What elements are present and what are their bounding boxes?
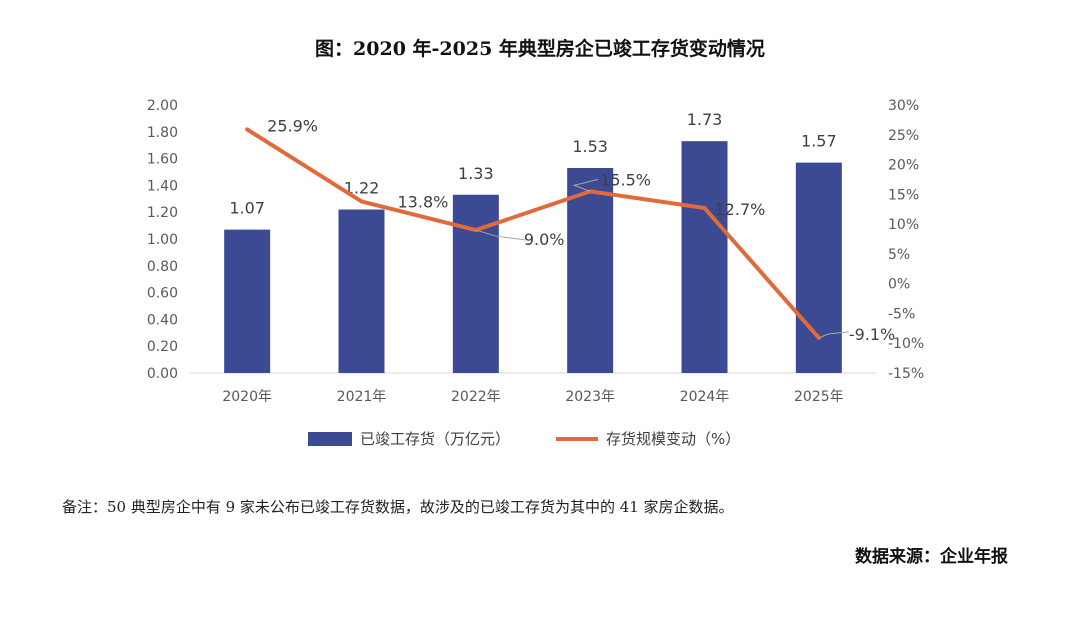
left-tick-label: 2.00	[147, 98, 178, 114]
right-tick-label: 10%	[888, 217, 919, 233]
bar-value-label: 1.57	[801, 132, 837, 151]
legend-line-label: 存货规模变动（%）	[606, 430, 740, 448]
bar-value-label: 1.53	[572, 137, 608, 156]
line-series: 25.9% 13.8% 9.0% 15.5% 12.7% -9.1%	[245, 116, 895, 344]
left-tick-label: 1.60	[147, 152, 178, 168]
label-leader	[818, 331, 849, 339]
bar-series: 1.07 1.22 1.33 1.53 1.73 1.57	[224, 110, 842, 373]
left-tick-label: 0.20	[147, 339, 178, 355]
right-tick-label: 25%	[888, 128, 919, 144]
label-leader	[475, 229, 526, 241]
bar	[338, 209, 385, 373]
x-tick-label: 2020年	[222, 389, 272, 405]
x-tick-label: 2024年	[680, 389, 730, 405]
line-point	[359, 199, 364, 204]
bar	[567, 167, 614, 373]
bar-value-label: 1.33	[458, 164, 494, 183]
right-tick-label: -15%	[888, 366, 924, 382]
line-point	[702, 206, 707, 211]
right-tick-label: 5%	[888, 247, 910, 263]
line-value-label: 25.9%	[267, 116, 318, 135]
left-tick-label: 0.40	[147, 312, 178, 328]
chart-title: 图：2020 年-2025 年典型房企已竣工存货变动情况	[315, 38, 765, 60]
right-tick-label: -10%	[888, 336, 924, 352]
left-tick-label: 1.40	[147, 178, 178, 194]
left-tick-label: 1.80	[147, 125, 178, 141]
x-tick-label: 2021年	[337, 389, 387, 405]
bar-value-label: 1.22	[344, 179, 380, 198]
line-value-label: 13.8%	[398, 192, 449, 211]
bar	[795, 162, 842, 373]
bar	[452, 194, 499, 373]
line-value-label: 12.7%	[715, 200, 766, 219]
line-value-label: 15.5%	[600, 170, 651, 189]
line-value-label: -9.1%	[849, 325, 895, 344]
left-tick-label: 0.80	[147, 259, 178, 275]
x-axis: 2020年 2021年 2022年 2023年 2024年 2025年	[190, 372, 876, 405]
x-tick-label: 2022年	[451, 389, 501, 405]
right-tick-label: -5%	[888, 306, 915, 322]
data-source: 数据来源：企业年报	[855, 547, 1008, 567]
left-tick-label: 0.00	[147, 366, 178, 382]
bar	[224, 229, 271, 373]
line-value-label: 9.0%	[524, 230, 565, 249]
right-tick-label: 0%	[888, 277, 910, 293]
legend-bar-swatch	[308, 432, 352, 446]
x-tick-label: 2025年	[794, 389, 844, 405]
legend-bar-label: 已竣工存货（万亿元）	[360, 430, 510, 448]
right-tick-label: 30%	[888, 98, 919, 114]
footnote: 备注：50 典型房企中有 9 家未公布已竣工存货数据，故涉及的已竣工存货为其中的…	[62, 498, 734, 516]
left-axis: 0.00 0.20 0.40 0.60 0.80 1.00 1.20 1.40 1.60 1.80…	[147, 98, 178, 382]
line-path	[246, 127, 821, 340]
bar-value-label: 1.07	[229, 199, 265, 218]
legend: 已竣工存货（万亿元） 存货规模变动（%）	[308, 430, 740, 448]
right-axis: -15% -10% -5% 0% 5% 10% 15% 20% 25% 30%	[888, 98, 924, 382]
line-point	[245, 127, 250, 132]
right-tick-label: 15%	[888, 187, 919, 203]
bar-value-label: 1.73	[687, 110, 723, 129]
left-tick-label: 1.20	[147, 205, 178, 221]
x-tick-label: 2023年	[565, 389, 615, 405]
right-tick-label: 20%	[888, 158, 919, 174]
bar	[681, 141, 728, 373]
left-tick-label: 1.00	[147, 232, 178, 248]
left-tick-label: 0.60	[147, 286, 178, 302]
label-leader	[572, 178, 599, 192]
